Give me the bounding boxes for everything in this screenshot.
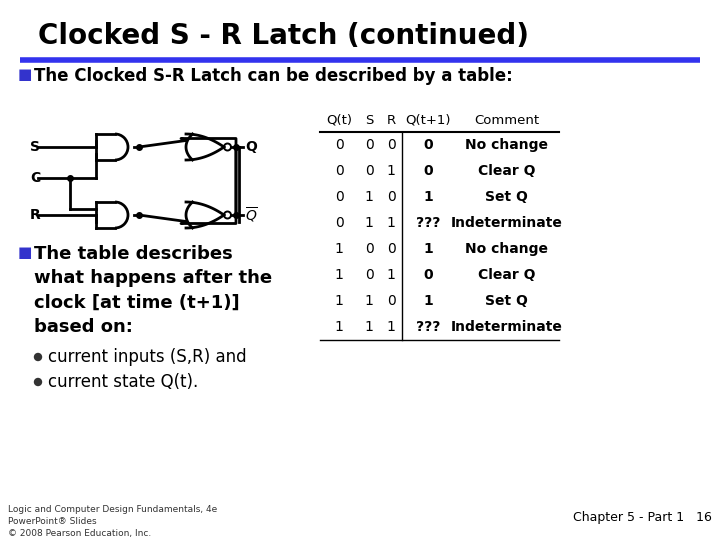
Text: Q(t+1): Q(t+1) <box>405 113 451 126</box>
Text: ???: ??? <box>416 216 440 230</box>
Text: 0: 0 <box>335 216 343 230</box>
Text: Q(t): Q(t) <box>326 113 352 126</box>
Text: Indeterminate: Indeterminate <box>451 216 562 230</box>
Text: Clear Q: Clear Q <box>478 268 535 282</box>
Text: 1: 1 <box>423 190 433 204</box>
Text: 1: 1 <box>335 242 343 256</box>
Text: 0: 0 <box>335 190 343 204</box>
Text: Q: Q <box>245 140 257 154</box>
Text: $\overline{Q}$: $\overline{Q}$ <box>245 205 258 225</box>
Text: 0: 0 <box>335 164 343 178</box>
Text: 0: 0 <box>335 138 343 152</box>
Text: Set Q: Set Q <box>485 190 528 204</box>
Circle shape <box>35 379 42 386</box>
Text: 0: 0 <box>423 268 433 282</box>
Text: 1: 1 <box>364 320 374 334</box>
Text: Chapter 5 - Part 1   16: Chapter 5 - Part 1 16 <box>573 511 712 524</box>
Text: The Clocked S-R Latch can be described by a table:: The Clocked S-R Latch can be described b… <box>34 67 513 85</box>
Text: Logic and Computer Design Fundamentals, 4e
PowerPoint® Slides
© 2008 Pearson Edu: Logic and Computer Design Fundamentals, … <box>8 505 217 538</box>
Text: 0: 0 <box>387 138 395 152</box>
Text: 1: 1 <box>423 294 433 308</box>
Text: 1: 1 <box>387 320 395 334</box>
Text: Set Q: Set Q <box>485 294 528 308</box>
Text: Clear Q: Clear Q <box>478 164 535 178</box>
Text: 1: 1 <box>423 242 433 256</box>
Text: R: R <box>387 113 395 126</box>
Text: current state Q(t).: current state Q(t). <box>48 373 198 391</box>
Text: 1: 1 <box>387 216 395 230</box>
Text: Clocked S - R Latch (continued): Clocked S - R Latch (continued) <box>38 22 529 50</box>
Text: S: S <box>30 140 40 154</box>
Text: 1: 1 <box>364 294 374 308</box>
Text: Indeterminate: Indeterminate <box>451 320 562 334</box>
Text: 1: 1 <box>387 164 395 178</box>
Text: 1: 1 <box>364 190 374 204</box>
Text: The table describes
what happens after the
clock [at time (t+1)]
based on:: The table describes what happens after t… <box>34 245 272 336</box>
Text: 1: 1 <box>387 268 395 282</box>
Text: ■: ■ <box>18 67 32 82</box>
Text: 0: 0 <box>364 268 374 282</box>
Text: ???: ??? <box>416 320 440 334</box>
Text: Comment: Comment <box>474 113 539 126</box>
Circle shape <box>35 354 42 361</box>
Text: 1: 1 <box>335 320 343 334</box>
Text: No change: No change <box>465 242 548 256</box>
Text: 0: 0 <box>364 138 374 152</box>
Text: current inputs (S,R) and: current inputs (S,R) and <box>48 348 247 366</box>
Text: ■: ■ <box>18 245 32 260</box>
Text: 1: 1 <box>335 268 343 282</box>
Text: 0: 0 <box>387 242 395 256</box>
Text: 0: 0 <box>423 138 433 152</box>
Text: 0: 0 <box>423 164 433 178</box>
Text: 0: 0 <box>387 190 395 204</box>
Text: No change: No change <box>465 138 548 152</box>
Text: S: S <box>365 113 373 126</box>
Text: R: R <box>30 208 41 222</box>
Text: 1: 1 <box>364 216 374 230</box>
Text: C: C <box>30 171 40 185</box>
Text: 0: 0 <box>364 242 374 256</box>
Text: 0: 0 <box>364 164 374 178</box>
Text: 0: 0 <box>387 294 395 308</box>
Text: 1: 1 <box>335 294 343 308</box>
